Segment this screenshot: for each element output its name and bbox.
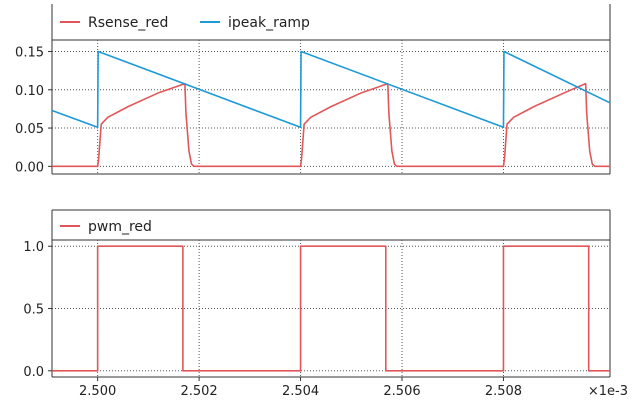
top-y-tick-label: 0.15 (15, 45, 44, 60)
x-tick-label: 2.508 (485, 384, 522, 399)
legend-label-rsense: Rsense_red (88, 15, 168, 31)
x-tick-label: 2.506 (383, 384, 420, 399)
bottom-y-tick-label: 0.5 (23, 303, 44, 318)
top-panel: 0.00 0.05 0.10 0.15 Rsense_red ipeak_ramp (15, 4, 611, 175)
top-y-ticks: 0.00 0.05 0.10 0.15 (15, 45, 52, 175)
legend-label-ipeak: ipeak_ramp (228, 15, 310, 31)
legend-label-pwm: pwm_red (88, 219, 152, 235)
bottom-panel: 0.0 0.5 1.0 pwm_red (23, 209, 611, 380)
bottom-series (52, 245, 610, 372)
top-y-tick-label: 0.00 (15, 160, 44, 175)
top-y-tick-label: 0.10 (15, 84, 44, 99)
bottom-y-tick-label: 1.0 (23, 240, 44, 255)
top-legend: Rsense_red ipeak_ramp (60, 15, 310, 31)
series-line-Rsense-red (52, 82, 610, 168)
x-multiplier-label: ×1e-3 (588, 384, 628, 399)
x-tick-label: 2.500 (79, 384, 116, 399)
x-tick-label: 2.504 (282, 384, 319, 399)
x-tick-label: 2.502 (180, 384, 217, 399)
top-y-tick-label: 0.05 (15, 122, 44, 137)
bottom-y-tick-label: 0.0 (23, 365, 44, 380)
top-series (51, 50, 611, 168)
series-line-pwm-red (52, 245, 610, 372)
bottom-y-ticks: 0.0 0.5 1.0 (23, 240, 52, 380)
series-line-ipeak-ramp (51, 50, 611, 129)
top-grid (52, 40, 610, 174)
x-ticks: 2.500 2.502 2.504 2.506 2.508 (79, 377, 522, 399)
bottom-grid (52, 240, 610, 377)
bottom-legend: pwm_red (60, 219, 152, 235)
